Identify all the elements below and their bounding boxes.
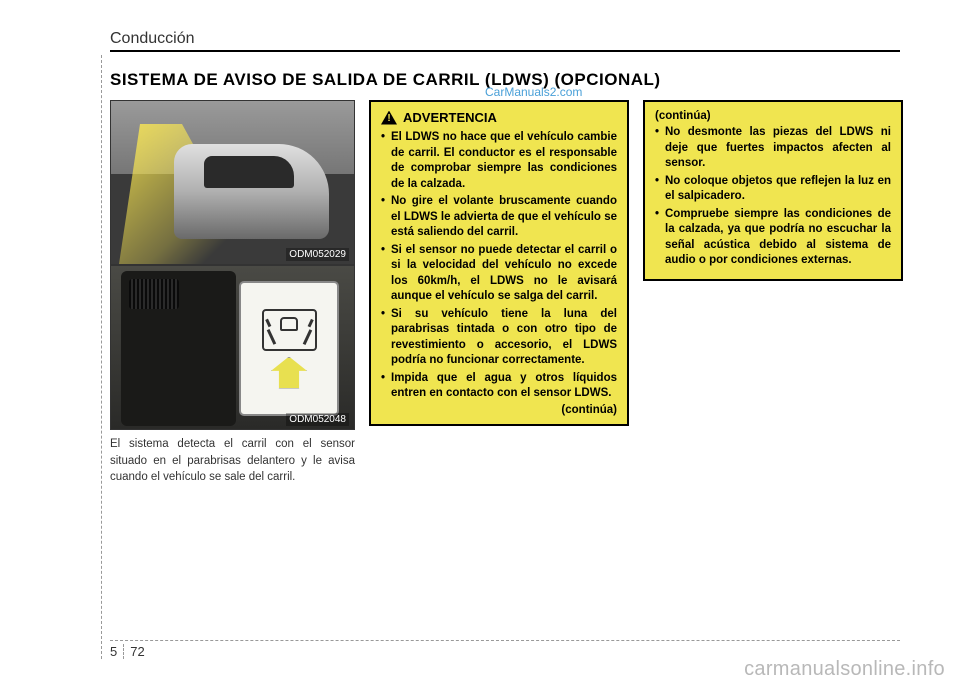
figure-1-label: ODM052029	[286, 248, 349, 261]
warning-item: No coloque objetos que reflejen la luz e…	[655, 174, 891, 205]
vent-graphic	[129, 279, 179, 309]
ldws-lane-right	[303, 329, 312, 345]
warning-box-2: (continúa) No desmonte las piezas del LD…	[643, 100, 903, 281]
page-number-wrap: 5 72	[110, 644, 900, 659]
middle-column: ADVERTENCIA El LDWS no hace que el vehíc…	[369, 100, 629, 486]
section-name: Conducción	[110, 30, 900, 48]
ldws-lane-left	[266, 329, 275, 345]
ldws-icon	[262, 309, 317, 351]
warning-title: ADVERTENCIA	[403, 110, 497, 125]
warning-item: Si el sensor no puede detectar el carril…	[381, 243, 617, 305]
figure-1: ODM052029	[110, 100, 355, 265]
bottom-watermark: carmanualsonline.info	[744, 658, 945, 681]
margin-line	[101, 55, 102, 659]
car-window-graphic	[204, 156, 294, 188]
continues-from-label: (continúa)	[655, 110, 891, 122]
page-header: Conducción	[110, 30, 900, 52]
warning-list-2: No desmonte las piezas del LDWS ni deje …	[655, 125, 891, 269]
right-column: (continúa) No desmonte las piezas del LD…	[643, 100, 903, 486]
page-footer: 5 72	[110, 640, 900, 659]
warning-item: No gire el volante bruscamente cuando el…	[381, 194, 617, 241]
warning-item: No desmonte las piezas del LDWS ni deje …	[655, 125, 891, 172]
chapter-number: 5	[110, 644, 124, 659]
figure-caption: El sistema detecta el carril con el sens…	[110, 436, 355, 486]
watermark-link: CarManuals2.com	[485, 85, 582, 99]
button-panel-graphic	[239, 281, 339, 416]
warning-item: Si su vehículo tiene la luna del parabri…	[381, 307, 617, 369]
warning-item: Compruebe siempre las condiciones de la …	[655, 207, 891, 269]
warning-list-1: El LDWS no hace que el vehículo cambie d…	[381, 130, 617, 402]
car-graphic	[174, 144, 329, 239]
figure-2-label: ODM052048	[286, 413, 349, 426]
dashboard-graphic	[121, 271, 236, 426]
arrow-button-graphic	[271, 357, 307, 389]
figure-2: ODM052048	[110, 265, 355, 430]
manual-page: Conducción SISTEMA DE AVISO DE SALIDA DE…	[0, 0, 960, 689]
warning-header: ADVERTENCIA	[381, 110, 617, 125]
warning-box-1: ADVERTENCIA El LDWS no hace que el vehíc…	[369, 100, 629, 426]
ldws-car-icon	[280, 317, 298, 331]
content-columns: ODM052029 ODM052048 El sistema detecta e…	[110, 100, 900, 486]
warning-item: El LDWS no hace que el vehículo cambie d…	[381, 130, 617, 192]
warning-triangle-icon	[381, 111, 397, 125]
page-number: 72	[130, 644, 144, 659]
left-column: ODM052029 ODM052048 El sistema detecta e…	[110, 100, 355, 486]
continues-label: (continúa)	[381, 404, 617, 416]
warning-item: Impida que el agua y otros líquidos entr…	[381, 371, 617, 402]
